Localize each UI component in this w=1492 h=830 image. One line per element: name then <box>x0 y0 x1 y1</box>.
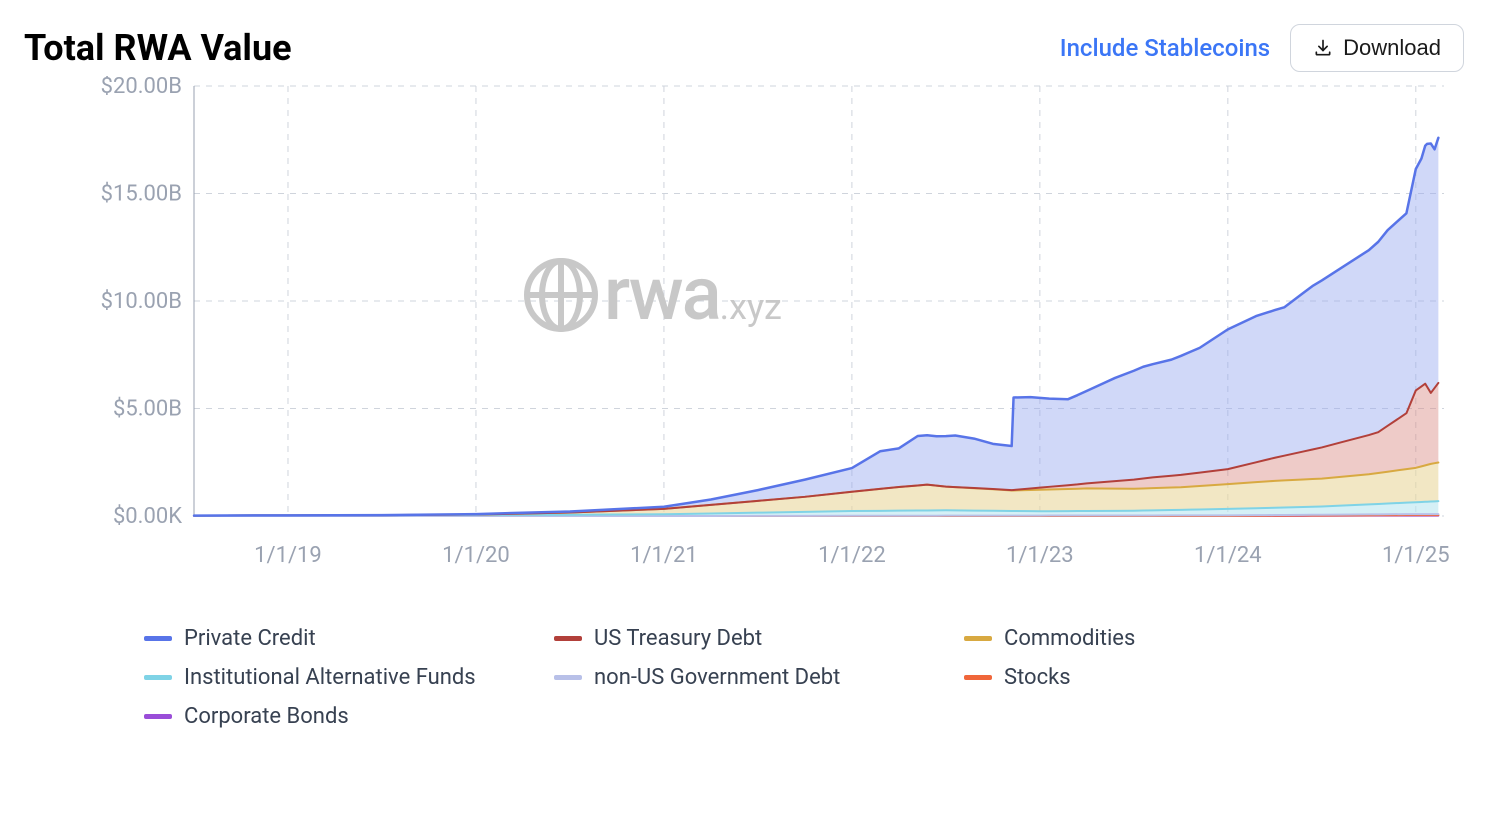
chart-legend: Private Credit US Treasury Debt Commoditie… <box>144 626 1464 729</box>
chart-header: Total RWA Value Include Stablecoins Down… <box>24 24 1464 72</box>
legend-swatch <box>964 675 992 680</box>
legend-item-private_credit[interactable]: Private Credit <box>144 626 534 651</box>
legend-label: Commodities <box>1004 626 1135 651</box>
chart-header-actions: Include Stablecoins Download <box>1060 24 1464 72</box>
y-tick-label: $0.00K <box>113 504 182 529</box>
legend-item-inst_alt_funds[interactable]: Institutional Alternative Funds <box>144 665 534 690</box>
x-tick-label: 1/1/19 <box>254 543 322 568</box>
legend-item-corporate_bonds[interactable]: Corporate Bonds <box>144 704 534 729</box>
legend-label: US Treasury Debt <box>594 626 762 651</box>
legend-item-us_treasury_debt[interactable]: US Treasury Debt <box>554 626 944 651</box>
download-button-label: Download <box>1343 35 1441 61</box>
legend-item-commodities[interactable]: Commodities <box>964 626 1304 651</box>
download-icon <box>1313 38 1333 58</box>
legend-item-stocks[interactable]: Stocks <box>964 665 1304 690</box>
x-tick-label: 1/1/23 <box>1006 543 1074 568</box>
legend-label: non-US Government Debt <box>594 665 840 690</box>
legend-label: Institutional Alternative Funds <box>184 665 476 690</box>
rwa-chart-card: Total RWA Value Include Stablecoins Down… <box>24 24 1464 729</box>
x-tick-label: 1/1/20 <box>442 543 510 568</box>
legend-swatch <box>144 636 172 641</box>
chart-plot-area: $0.00K $5.00B $10.00B $15.00B $20.00B 1/1/19 1… <box>24 76 1464 596</box>
legend-label: Stocks <box>1004 665 1071 690</box>
x-tick-label: 1/1/21 <box>630 543 698 568</box>
chart-svg: $0.00K $5.00B $10.00B $15.00B $20.00B 1/1/19 1… <box>24 76 1464 596</box>
y-tick-label: $20.00B <box>101 76 182 99</box>
download-button[interactable]: Download <box>1290 24 1464 72</box>
legend-label: Private Credit <box>184 626 316 651</box>
legend-swatch <box>144 675 172 680</box>
legend-swatch <box>964 636 992 641</box>
legend-item-non_us_gov_debt[interactable]: non-US Government Debt <box>554 665 944 690</box>
x-tick-label: 1/1/22 <box>818 543 886 568</box>
x-tick-label: 1/1/24 <box>1194 543 1262 568</box>
chart-title: Total RWA Value <box>24 27 292 69</box>
legend-swatch <box>554 675 582 680</box>
include-stablecoins-link[interactable]: Include Stablecoins <box>1060 34 1270 62</box>
y-tick-label: $15.00B <box>101 182 182 207</box>
legend-label: Corporate Bonds <box>184 704 349 729</box>
y-tick-label: $5.00B <box>113 397 182 422</box>
legend-swatch <box>144 714 172 719</box>
y-tick-label: $10.00B <box>101 289 182 314</box>
x-tick-label: 1/1/25 <box>1382 543 1450 568</box>
legend-swatch <box>554 636 582 641</box>
